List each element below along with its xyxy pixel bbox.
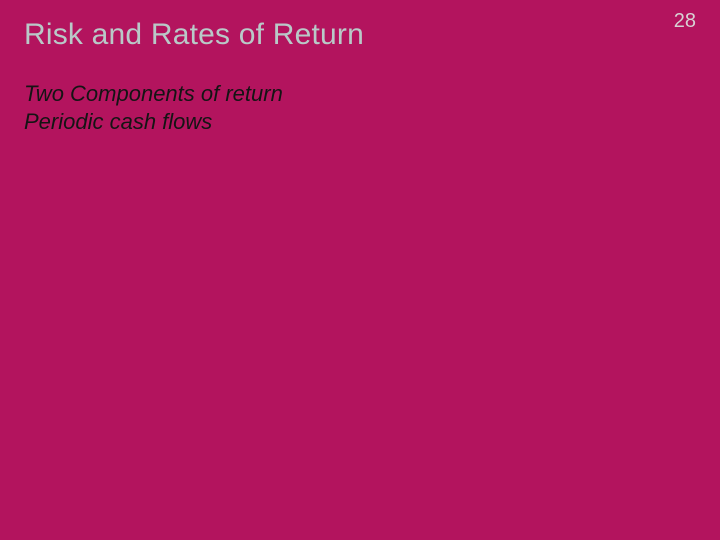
slide: 28 Risk and Rates of Return Two Componen… xyxy=(0,0,720,540)
subtitle-line-1: Two Components of return xyxy=(24,80,696,108)
slide-title: Risk and Rates of Return xyxy=(24,18,696,52)
subtitle-block: Two Components of return Periodic cash f… xyxy=(24,80,696,135)
page-number: 28 xyxy=(674,10,696,33)
subtitle-line-2: Periodic cash flows xyxy=(24,108,696,136)
